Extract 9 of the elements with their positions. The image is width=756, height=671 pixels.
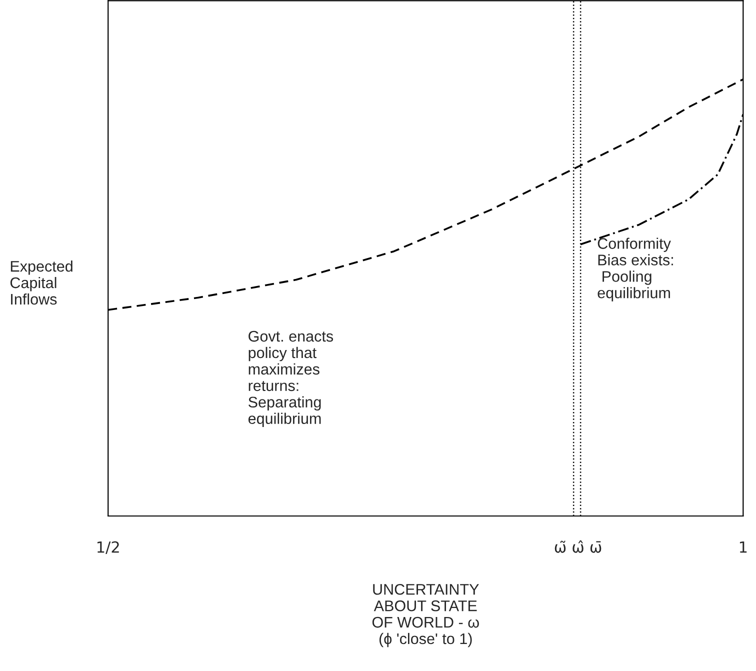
x-axis-title: UNCERTAINTY ABOUT STATE OF WORLD - ω (ϕ 'close' to 1) bbox=[372, 584, 479, 648]
x-tick-label: ω̄ bbox=[590, 541, 602, 553]
x-tick-label: ω̂ bbox=[572, 540, 584, 553]
x-tick-label: 1/2 bbox=[97, 541, 119, 554]
annotation: Govt. enacts policy that maximizes returns: Separating equilibrium bbox=[248, 330, 334, 428]
annotation: Conformity Bias exists: Pooling equilibrium bbox=[598, 238, 673, 302]
x-tick-label: ω̃ bbox=[554, 540, 566, 553]
x-tick-label: 1 bbox=[740, 541, 747, 553]
y-axis-title: Expected Capital Inflows bbox=[10, 260, 72, 305]
